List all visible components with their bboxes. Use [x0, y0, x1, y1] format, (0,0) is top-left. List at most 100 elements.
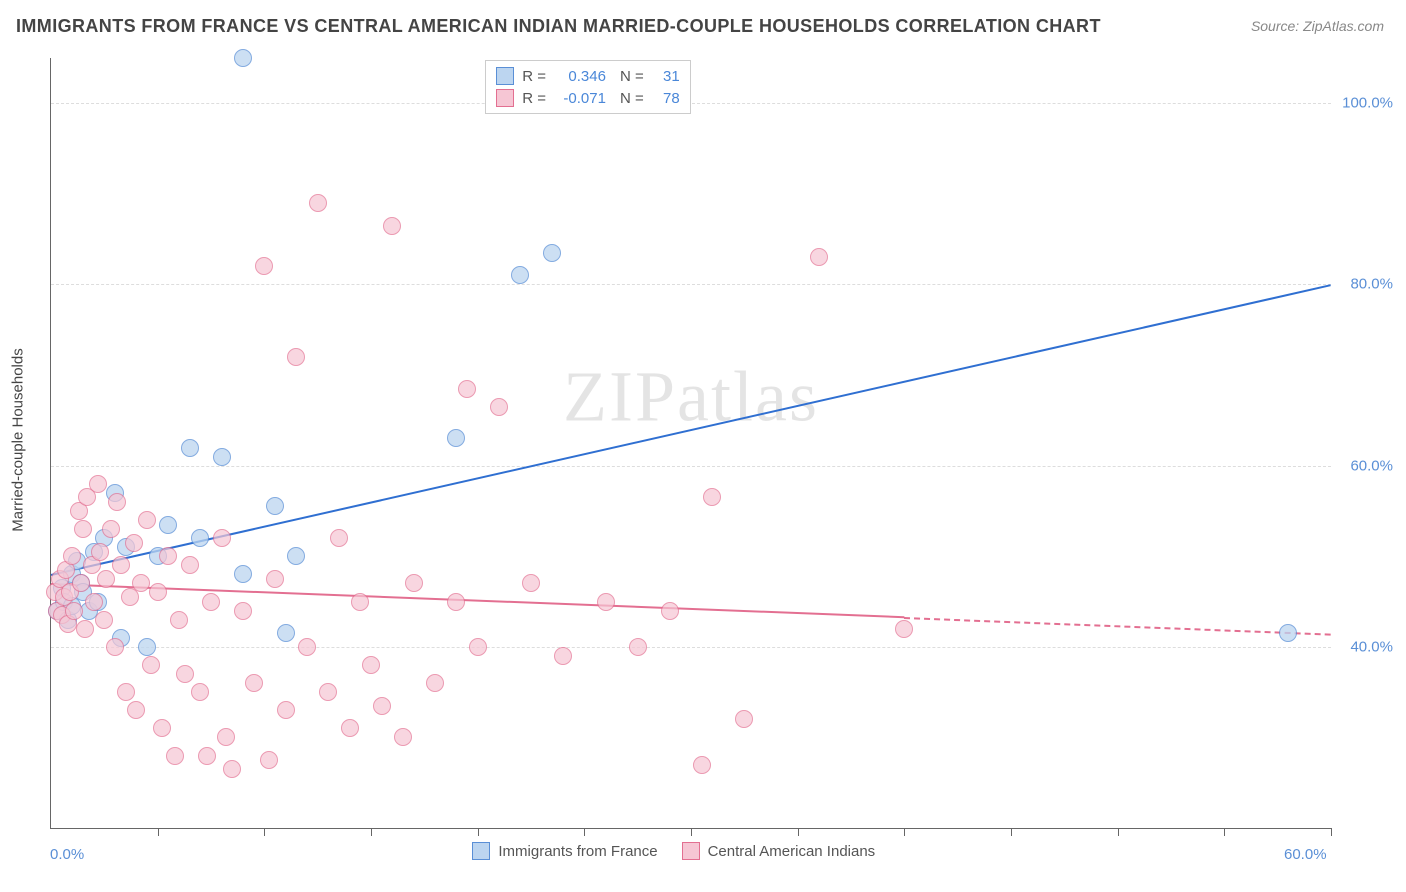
- y-tick-label: 40.0%: [1350, 638, 1393, 655]
- data-point: [63, 547, 81, 565]
- data-point: [287, 547, 305, 565]
- data-point: [166, 747, 184, 765]
- legend-n-label: N =: [620, 68, 644, 85]
- data-point: [95, 611, 113, 629]
- data-point: [661, 602, 679, 620]
- data-point: [234, 49, 252, 67]
- x-tick: [1011, 828, 1012, 836]
- data-point: [490, 398, 508, 416]
- data-point: [223, 760, 241, 778]
- data-point: [426, 674, 444, 692]
- data-point: [72, 574, 90, 592]
- data-point: [106, 638, 124, 656]
- source-attribution: Source: ZipAtlas.com: [1251, 18, 1384, 34]
- legend-swatch: [682, 842, 700, 860]
- x-tick: [584, 828, 585, 836]
- chart-container: IMMIGRANTS FROM FRANCE VS CENTRAL AMERIC…: [0, 0, 1406, 892]
- data-point: [76, 620, 94, 638]
- legend-swatch: [472, 842, 490, 860]
- data-point: [469, 638, 487, 656]
- data-point: [181, 439, 199, 457]
- data-point: [511, 266, 529, 284]
- data-point: [234, 565, 252, 583]
- data-point: [458, 380, 476, 398]
- data-point: [266, 570, 284, 588]
- grid-line: [51, 103, 1331, 104]
- x-tick: [1331, 828, 1332, 836]
- legend-r-label: R =: [522, 68, 546, 85]
- data-point: [383, 217, 401, 235]
- data-point: [1279, 624, 1297, 642]
- data-point: [191, 683, 209, 701]
- data-point: [213, 448, 231, 466]
- y-tick-label: 100.0%: [1342, 95, 1393, 112]
- x-axis-origin-label: 0.0%: [50, 846, 84, 863]
- legend-row: R =0.346N =31: [496, 65, 680, 87]
- data-point: [234, 602, 252, 620]
- y-axis-label: Married-couple Households: [10, 348, 27, 531]
- data-point: [394, 728, 412, 746]
- data-point: [170, 611, 188, 629]
- y-tick-label: 60.0%: [1350, 457, 1393, 474]
- data-point: [895, 620, 913, 638]
- data-point: [125, 534, 143, 552]
- data-point: [597, 593, 615, 611]
- data-point: [213, 529, 231, 547]
- data-point: [277, 701, 295, 719]
- x-tick: [158, 828, 159, 836]
- data-point: [405, 574, 423, 592]
- data-point: [554, 647, 572, 665]
- data-point: [351, 593, 369, 611]
- data-point: [181, 556, 199, 574]
- data-point: [298, 638, 316, 656]
- data-point: [191, 529, 209, 547]
- data-point: [142, 656, 160, 674]
- data-point: [287, 348, 305, 366]
- data-point: [810, 248, 828, 266]
- data-point: [447, 593, 465, 611]
- data-point: [74, 520, 92, 538]
- data-point: [102, 520, 120, 538]
- data-point: [373, 697, 391, 715]
- data-point: [330, 529, 348, 547]
- x-tick: [904, 828, 905, 836]
- data-point: [97, 570, 115, 588]
- x-axis-max-label: 60.0%: [1284, 846, 1327, 863]
- legend-item: Immigrants from France: [472, 842, 657, 860]
- series-legend: Immigrants from France Central American I…: [472, 842, 875, 860]
- grid-line: [51, 466, 1331, 467]
- data-point: [277, 624, 295, 642]
- legend-n-value: 31: [652, 68, 680, 85]
- data-point: [693, 756, 711, 774]
- legend-r-label: R =: [522, 90, 546, 107]
- legend-r-value: -0.071: [554, 90, 606, 107]
- data-point: [703, 488, 721, 506]
- data-point: [176, 665, 194, 683]
- data-point: [309, 194, 327, 212]
- data-point: [65, 602, 83, 620]
- data-point: [127, 701, 145, 719]
- data-point: [266, 497, 284, 515]
- data-point: [543, 244, 561, 262]
- legend-row: R =-0.071N =78: [496, 87, 680, 109]
- data-point: [91, 543, 109, 561]
- data-point: [735, 710, 753, 728]
- data-point: [112, 556, 130, 574]
- data-point: [198, 747, 216, 765]
- legend-item-label: Immigrants from France: [498, 843, 657, 860]
- grid-line: [51, 284, 1331, 285]
- trend-line-extrapolated: [904, 617, 1331, 636]
- data-point: [159, 516, 177, 534]
- legend-item: Central American Indians: [682, 842, 876, 860]
- y-tick-label: 80.0%: [1350, 276, 1393, 293]
- trend-line: [51, 284, 1331, 576]
- data-point: [108, 493, 126, 511]
- data-point: [629, 638, 647, 656]
- data-point: [341, 719, 359, 737]
- legend-n-value: 78: [652, 90, 680, 107]
- data-point: [89, 475, 107, 493]
- data-point: [522, 574, 540, 592]
- x-tick: [691, 828, 692, 836]
- data-point: [138, 638, 156, 656]
- watermark: ZIPatlas: [563, 355, 819, 438]
